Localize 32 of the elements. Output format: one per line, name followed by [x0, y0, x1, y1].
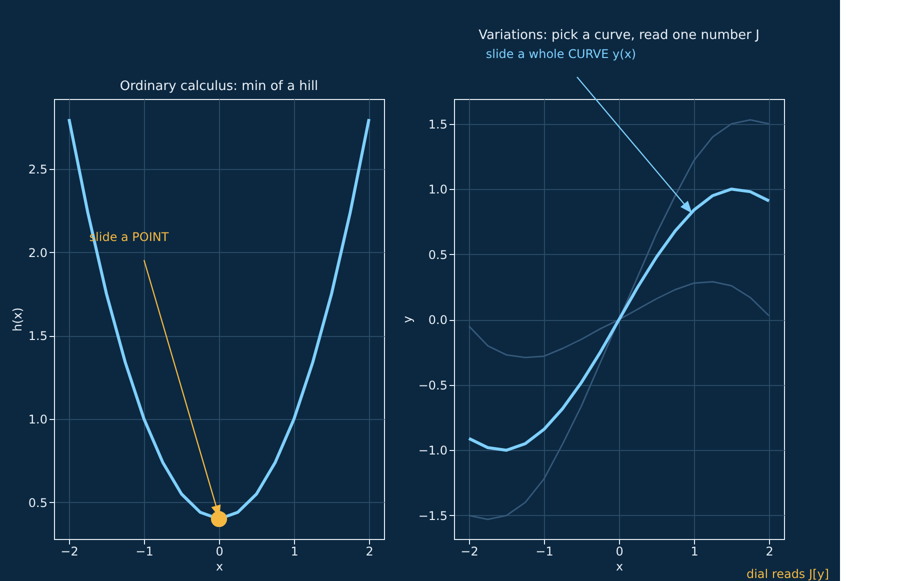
x-tick-label: 1	[290, 544, 298, 558]
x-tick-label: 2	[766, 544, 774, 558]
y-tick-label: 0.0	[428, 313, 448, 328]
y-tick-label: −1.0	[418, 444, 448, 458]
y-axis-title: y	[400, 316, 414, 324]
y-tick-label: 1.5	[28, 329, 48, 344]
y-tick-label: 0.5	[28, 496, 48, 510]
y-tick-label: 1.0	[28, 412, 48, 426]
x-axis-title: x	[216, 560, 224, 574]
y-axis-title: h(x)	[10, 307, 24, 332]
y-tick-label: −1.5	[418, 509, 448, 523]
y-tick-label: 2.0	[28, 246, 48, 260]
y-tick-label: −0.5	[418, 378, 448, 392]
y-tick-label: 2.5	[28, 162, 48, 176]
x-tick-label: −2	[60, 544, 78, 558]
x-tick-label: −2	[460, 544, 478, 558]
chart-title: Variations: pick a curve, read one number J	[478, 28, 760, 43]
x-tick-label: 2	[366, 544, 374, 558]
chart-title: Ordinary calculus: min of a hill	[120, 79, 318, 94]
x-tick-label: −1	[536, 544, 554, 558]
line-series	[468, 281, 770, 358]
y-tick-label: 1.5	[428, 117, 448, 132]
text: slide a whole CURVE y(x)	[486, 47, 636, 61]
x-tick-label: −1	[136, 544, 154, 558]
x-tick-label: 0	[616, 544, 624, 558]
x-tick-label: 0	[216, 544, 224, 558]
y-tick-label: 1.0	[428, 182, 448, 197]
line-series	[468, 119, 770, 520]
x-axis-title: x	[616, 560, 624, 574]
text: dial reads J[y]	[746, 567, 829, 581]
y-tick-label: 0.5	[428, 248, 448, 262]
x-tick-label: 1	[690, 544, 698, 558]
